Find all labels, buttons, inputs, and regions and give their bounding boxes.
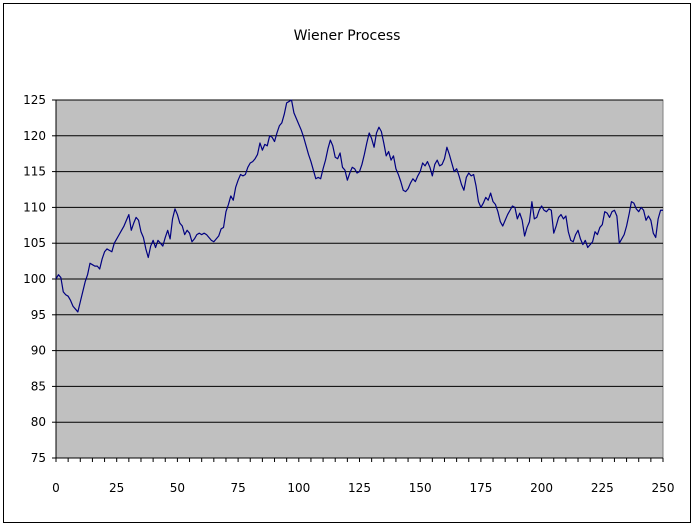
y-tick-label: 110 xyxy=(23,200,46,214)
grid-lines xyxy=(52,99,663,459)
y-tick-label: 125 xyxy=(23,93,46,107)
x-tick-label: 100 xyxy=(287,481,310,495)
x-tick-label: 150 xyxy=(409,481,432,495)
chart-frame: Wiener Process 75 80 85 90 95 100 105 110 115 120… xyxy=(3,3,691,523)
y-tick-label: 120 xyxy=(23,129,46,143)
x-tick-label: 125 xyxy=(348,481,371,495)
x-tick-label: 75 xyxy=(230,481,245,495)
x-tick-label: 0 xyxy=(52,481,60,495)
x-tick-label: 200 xyxy=(530,481,553,495)
y-tick-label: 105 xyxy=(23,236,46,250)
x-tick-label: 25 xyxy=(109,481,124,495)
y-tick-label: 95 xyxy=(31,308,46,322)
y-tick-label: 85 xyxy=(31,379,46,393)
y-tick-label: 75 xyxy=(31,451,46,465)
x-tick-label: 250 xyxy=(652,481,675,495)
y-tick-label: 115 xyxy=(23,165,46,179)
y-tick-label: 100 xyxy=(23,272,46,286)
axes xyxy=(55,100,664,462)
chart-title: Wiener Process xyxy=(294,28,401,44)
series-line xyxy=(55,99,663,313)
series-group xyxy=(55,99,663,313)
y-tick-label: 80 xyxy=(31,415,46,429)
x-tick-labels: 0 25 50 75 100 125 150 175 200 225 250 xyxy=(52,481,674,495)
x-tick-label: 175 xyxy=(469,481,492,495)
y-tick-label: 90 xyxy=(31,344,46,358)
chart-svg: Wiener Process 75 80 85 90 95 100 105 110 115 120… xyxy=(23,28,674,495)
x-tick-label: 225 xyxy=(591,481,614,495)
y-tick-labels: 75 80 85 90 95 100 105 110 115 120 125 xyxy=(23,93,46,465)
x-tick-label: 50 xyxy=(170,481,185,495)
